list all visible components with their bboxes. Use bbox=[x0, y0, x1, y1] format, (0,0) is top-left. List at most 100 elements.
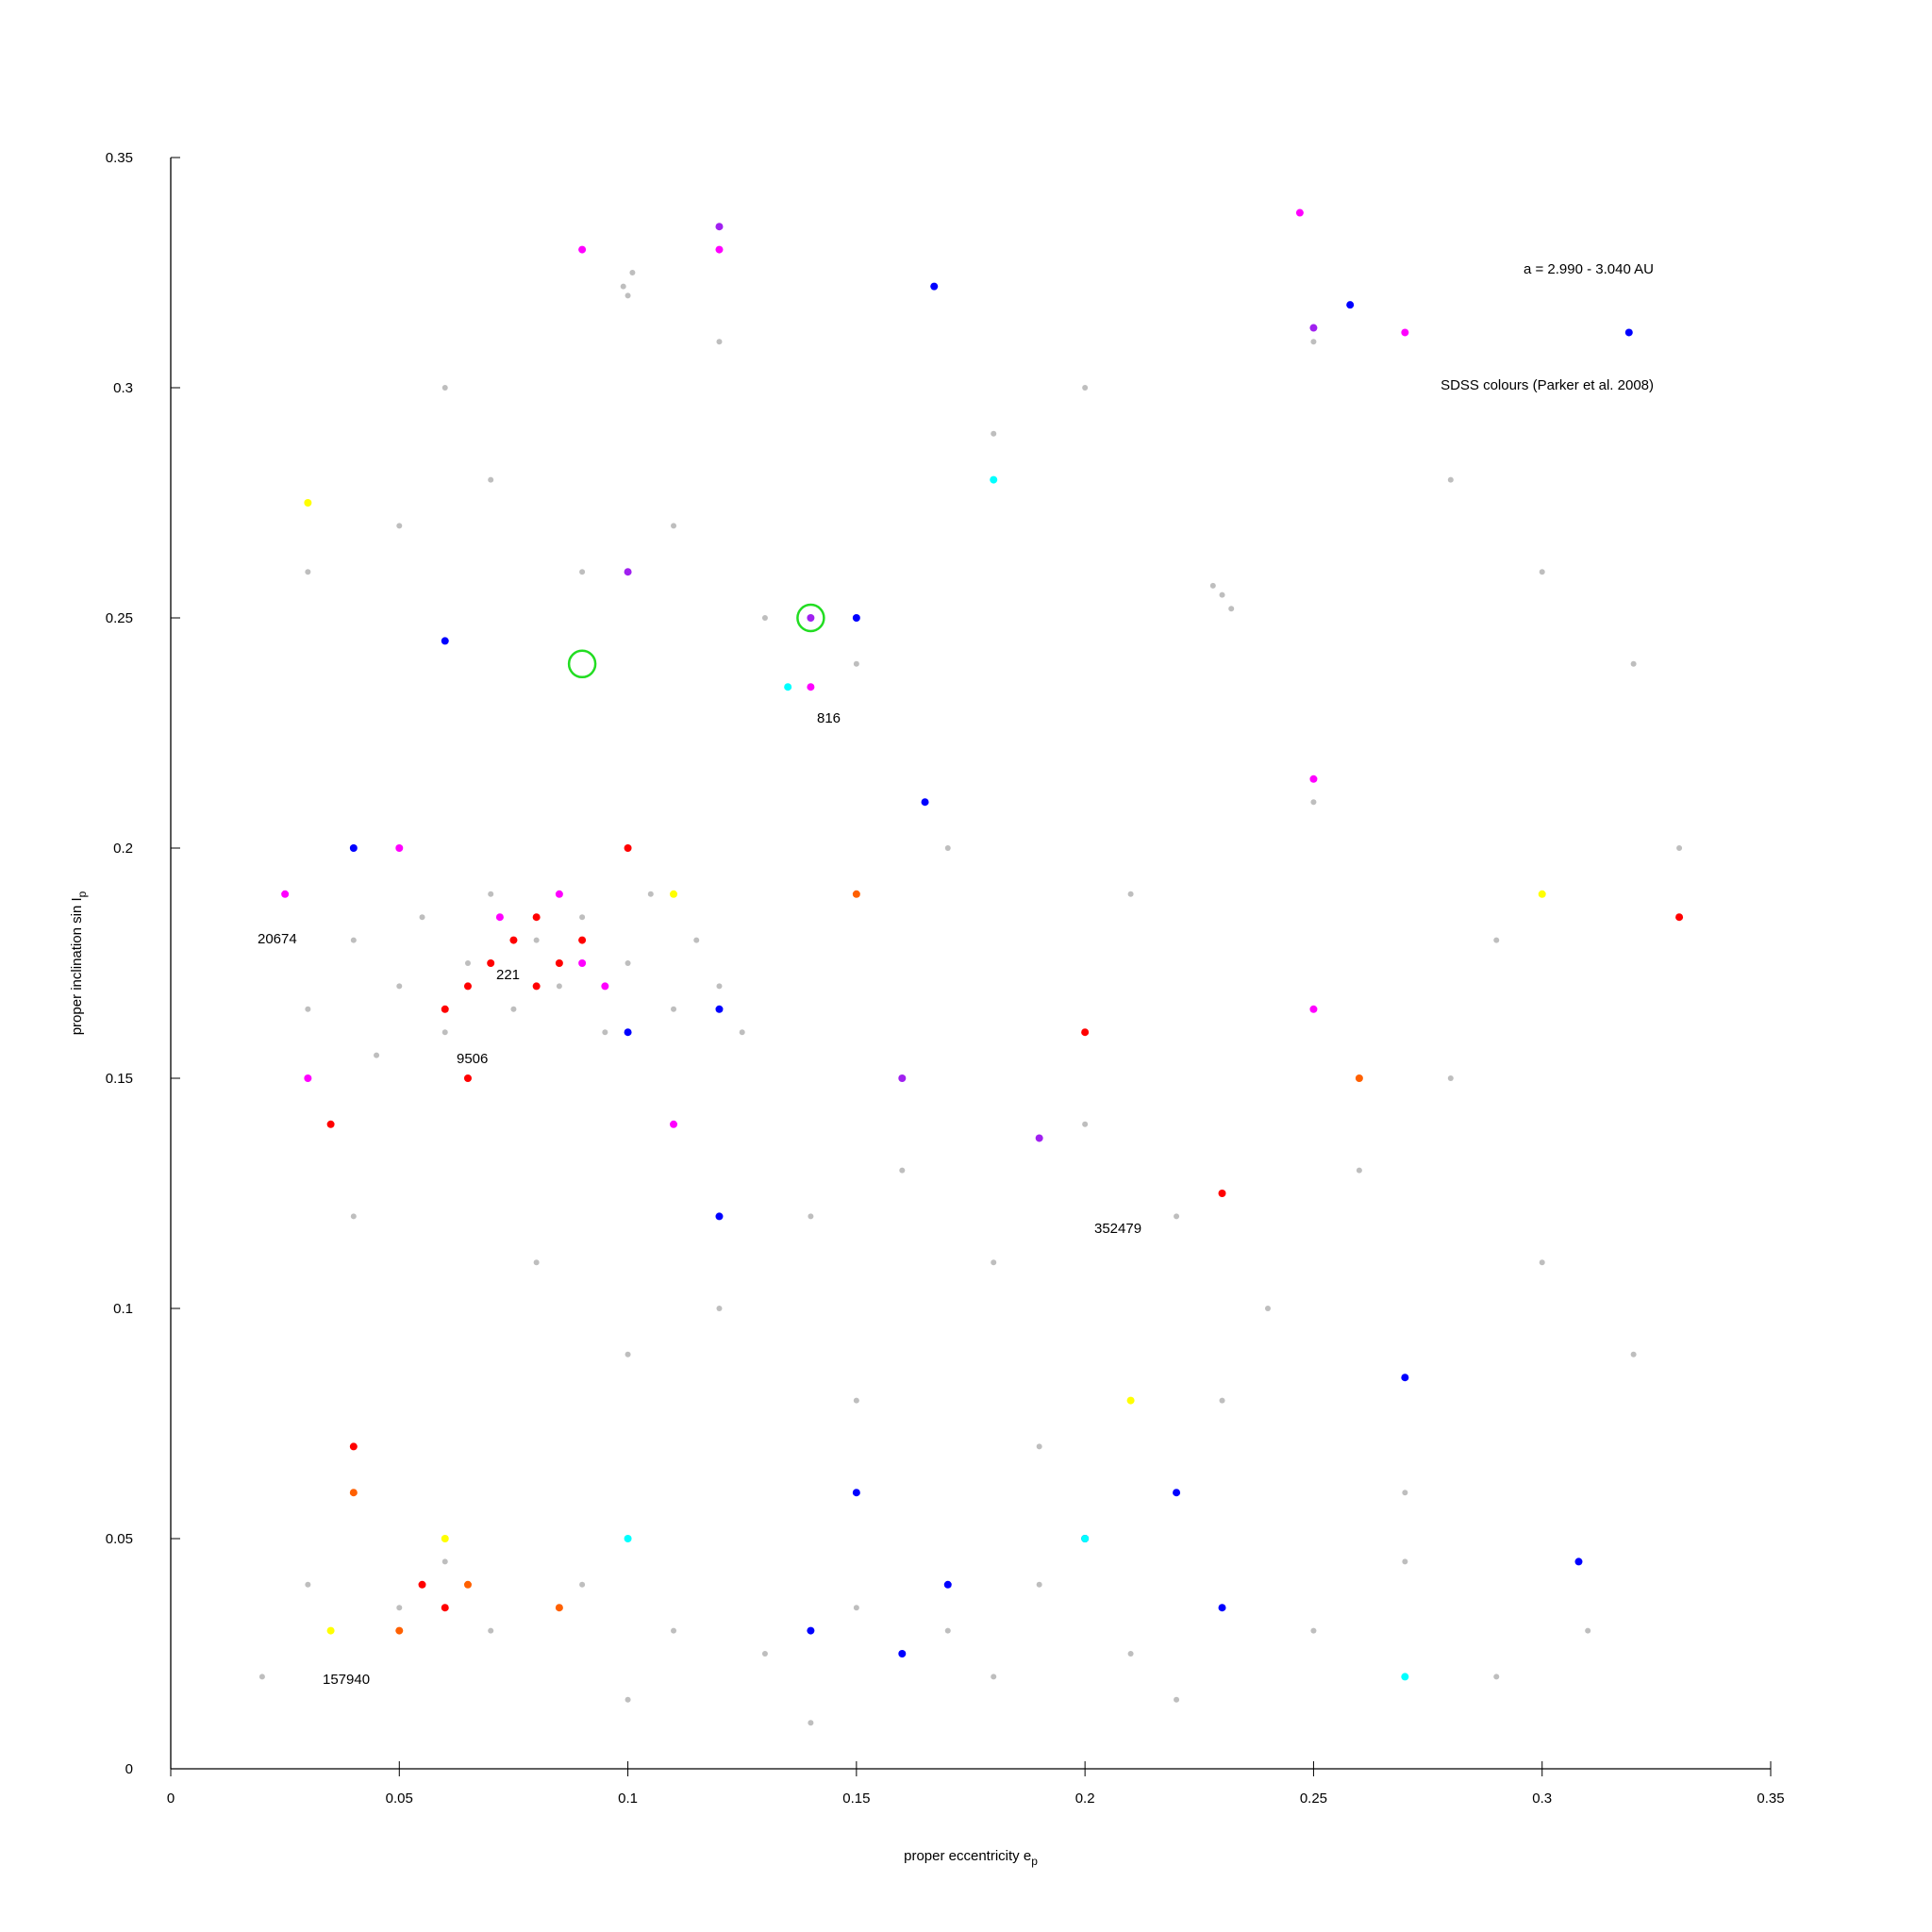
point bbox=[716, 983, 723, 990]
point bbox=[495, 913, 504, 922]
y-tick-label: 0 bbox=[125, 1761, 133, 1777]
point bbox=[1675, 913, 1684, 922]
point bbox=[1081, 1535, 1090, 1542]
annotation: 9506 bbox=[457, 1051, 488, 1067]
y-axis-title: proper inclination sin Ip bbox=[69, 891, 89, 1035]
point bbox=[487, 959, 495, 967]
highlight-ring bbox=[796, 603, 825, 633]
point bbox=[624, 568, 632, 576]
annotation: SDSS colours (Parker et al. 2008) bbox=[1441, 377, 1654, 393]
point bbox=[1574, 1557, 1583, 1566]
point bbox=[693, 937, 700, 943]
point bbox=[305, 1006, 311, 1012]
point bbox=[441, 1535, 449, 1542]
point bbox=[463, 982, 472, 991]
point bbox=[578, 959, 587, 967]
annotation: 20674 bbox=[258, 931, 297, 947]
point bbox=[1310, 1627, 1317, 1634]
point bbox=[1401, 1673, 1409, 1681]
point bbox=[761, 1651, 768, 1657]
point bbox=[488, 476, 494, 483]
point bbox=[349, 1489, 358, 1497]
y-tick-label: 0.25 bbox=[106, 610, 133, 626]
annotation: 221 bbox=[496, 967, 520, 983]
x-axis-title: proper eccentricity ep bbox=[904, 1848, 1038, 1868]
point bbox=[944, 1627, 951, 1634]
point bbox=[739, 1029, 745, 1036]
point bbox=[1539, 1259, 1545, 1266]
point bbox=[1219, 591, 1225, 598]
point bbox=[1309, 774, 1318, 783]
point bbox=[1310, 339, 1317, 345]
point bbox=[532, 982, 541, 991]
point bbox=[807, 1626, 815, 1635]
point bbox=[625, 292, 631, 299]
point bbox=[647, 891, 654, 897]
y-tick-label: 0.1 bbox=[113, 1301, 133, 1317]
x-tick-label: 0.1 bbox=[618, 1790, 638, 1807]
point bbox=[441, 385, 448, 391]
point bbox=[602, 1029, 608, 1036]
point bbox=[1228, 606, 1235, 612]
point bbox=[441, 1604, 449, 1612]
point bbox=[921, 798, 929, 807]
point bbox=[441, 1005, 449, 1013]
point bbox=[944, 845, 951, 851]
point bbox=[943, 1580, 952, 1589]
x-tick-label: 0.2 bbox=[1075, 1790, 1095, 1807]
point bbox=[1209, 582, 1216, 589]
point bbox=[601, 982, 609, 991]
point bbox=[898, 1074, 907, 1082]
point bbox=[1585, 1627, 1591, 1634]
point bbox=[1218, 1190, 1226, 1197]
point bbox=[1218, 1604, 1226, 1612]
point bbox=[670, 890, 678, 898]
point bbox=[326, 1626, 335, 1635]
point bbox=[853, 1605, 859, 1611]
point bbox=[555, 1604, 563, 1612]
point bbox=[326, 1120, 335, 1128]
point bbox=[533, 937, 540, 943]
point bbox=[1309, 1005, 1318, 1013]
point bbox=[1126, 1396, 1135, 1405]
point bbox=[1402, 1490, 1408, 1496]
point bbox=[1630, 1351, 1637, 1357]
point bbox=[510, 1006, 517, 1012]
point bbox=[852, 1489, 860, 1497]
point bbox=[1082, 1121, 1089, 1127]
point bbox=[578, 245, 587, 254]
point bbox=[715, 1005, 724, 1013]
point bbox=[441, 1558, 448, 1565]
point bbox=[305, 569, 311, 575]
point bbox=[1173, 1489, 1181, 1497]
point bbox=[1310, 799, 1317, 806]
annotation: 352479 bbox=[1094, 1221, 1141, 1237]
point bbox=[784, 683, 792, 691]
point bbox=[396, 523, 403, 529]
point bbox=[305, 1581, 311, 1588]
point bbox=[1219, 1397, 1225, 1404]
point bbox=[853, 660, 859, 667]
point bbox=[625, 1696, 631, 1703]
point bbox=[349, 1442, 358, 1451]
point bbox=[808, 1720, 814, 1726]
point bbox=[395, 844, 404, 852]
point bbox=[395, 1626, 404, 1635]
point bbox=[578, 936, 587, 944]
point bbox=[991, 1674, 997, 1680]
point bbox=[304, 1074, 312, 1082]
annotation: 157940 bbox=[323, 1672, 370, 1688]
point bbox=[930, 282, 939, 291]
point bbox=[396, 983, 403, 990]
point bbox=[488, 1627, 494, 1634]
point bbox=[807, 614, 815, 622]
point bbox=[899, 1167, 906, 1174]
point bbox=[671, 523, 677, 529]
point bbox=[1624, 328, 1633, 337]
point bbox=[716, 1306, 723, 1311]
point bbox=[991, 430, 997, 437]
point bbox=[1402, 1558, 1408, 1565]
point bbox=[533, 1259, 540, 1266]
point bbox=[509, 936, 518, 944]
